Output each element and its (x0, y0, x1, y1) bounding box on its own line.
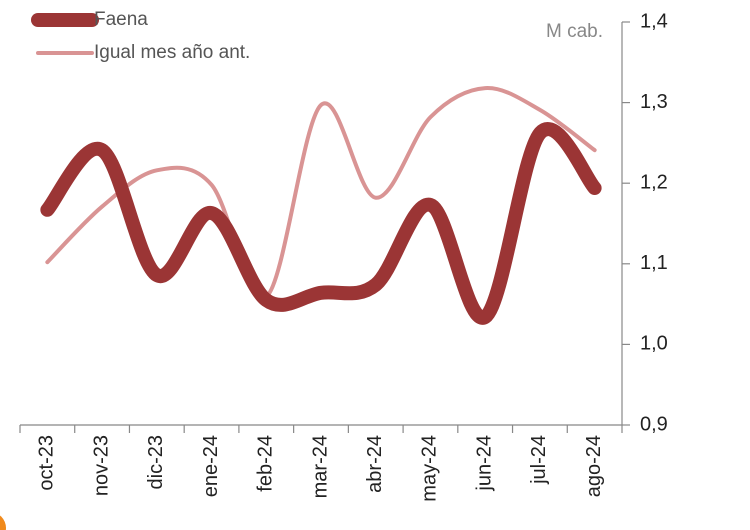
x-tick-label: jun-24 (473, 435, 495, 492)
x-tick-label: may-24 (419, 435, 441, 502)
x-tick-label: ene-24 (200, 435, 222, 497)
y-tick-label: 1,0 (640, 333, 668, 355)
x-tick-label: mar-24 (309, 435, 331, 498)
legend-label: Faena (94, 9, 148, 30)
y-tick-label: 0,9 (640, 413, 668, 435)
y-tick-label: 1,2 (640, 171, 668, 193)
series-line (45, 86, 597, 300)
legend-label: Igual mes año ant. (94, 42, 250, 63)
y-tick-label: 1,4 (640, 10, 668, 32)
series-line (40, 122, 602, 325)
x-tick-label: feb-24 (255, 435, 277, 492)
y-tick-label: 1,3 (640, 91, 668, 113)
x-tick-label: nov-23 (90, 435, 112, 496)
x-tick-label: ago-24 (583, 435, 605, 497)
x-tick-label: dic-23 (145, 435, 167, 489)
y-tick-label: 1,1 (640, 252, 668, 274)
unit-annotation: M cab. (546, 21, 603, 42)
x-tick-label: abr-24 (364, 435, 386, 493)
x-tick-label: jul-24 (528, 435, 550, 485)
x-tick-label: oct-23 (36, 435, 58, 491)
decoration (0, 515, 6, 530)
